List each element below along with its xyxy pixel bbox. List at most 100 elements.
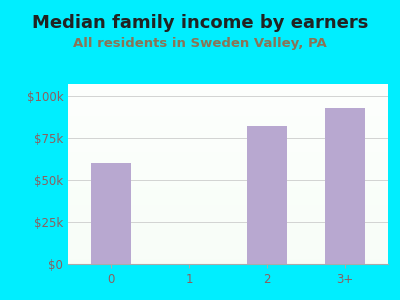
Bar: [68, 178, 388, 179]
Bar: [68, 122, 388, 124]
Bar: [68, 242, 388, 244]
Bar: [68, 136, 388, 138]
Bar: [68, 219, 388, 221]
Bar: [68, 248, 388, 250]
Bar: [68, 133, 388, 134]
Bar: [68, 235, 388, 237]
Bar: [68, 86, 388, 88]
Bar: [68, 142, 388, 143]
Bar: [91, 163, 131, 264]
Bar: [68, 203, 388, 205]
Bar: [68, 156, 388, 158]
Bar: [68, 93, 388, 95]
Bar: [68, 205, 388, 206]
Bar: [68, 246, 388, 248]
Bar: [68, 115, 388, 116]
Bar: [68, 88, 388, 89]
Bar: [68, 100, 388, 102]
Bar: [68, 224, 388, 226]
Bar: [68, 104, 388, 106]
Bar: [68, 226, 388, 228]
Bar: [68, 172, 388, 174]
Bar: [68, 199, 388, 201]
Bar: [68, 107, 388, 109]
Bar: [68, 228, 388, 230]
Bar: [68, 251, 388, 253]
Bar: [68, 257, 388, 259]
Bar: [68, 185, 388, 187]
Bar: [68, 143, 388, 145]
Bar: [68, 176, 388, 178]
Bar: [68, 194, 388, 196]
Bar: [68, 158, 388, 160]
Bar: [68, 95, 388, 97]
Bar: [68, 230, 388, 232]
Bar: [68, 138, 388, 140]
Bar: [68, 111, 388, 113]
Bar: [68, 214, 388, 215]
Bar: [68, 237, 388, 239]
Bar: [68, 124, 388, 125]
Bar: [68, 260, 388, 262]
Bar: [68, 196, 388, 197]
Bar: [68, 223, 388, 224]
Text: All residents in Sweden Valley, PA: All residents in Sweden Valley, PA: [73, 38, 327, 50]
Bar: [68, 197, 388, 199]
Bar: [68, 221, 388, 223]
Bar: [68, 253, 388, 255]
Bar: [68, 187, 388, 188]
Bar: [68, 147, 388, 149]
Bar: [68, 190, 388, 192]
Bar: [68, 179, 388, 181]
Bar: [68, 163, 388, 165]
Bar: [68, 160, 388, 161]
Bar: [68, 149, 388, 151]
Bar: [68, 151, 388, 152]
Bar: [68, 152, 388, 154]
Bar: [68, 154, 388, 156]
Bar: [68, 91, 388, 93]
Bar: [68, 98, 388, 100]
Bar: [68, 116, 388, 118]
Bar: [68, 167, 388, 169]
Bar: [68, 208, 388, 210]
Bar: [68, 210, 388, 212]
Bar: [68, 244, 388, 246]
Bar: [68, 97, 388, 98]
Bar: [68, 233, 388, 235]
Bar: [68, 127, 388, 129]
Bar: [68, 118, 388, 120]
Bar: [68, 89, 388, 91]
Bar: [68, 170, 388, 172]
Bar: [68, 120, 388, 122]
Bar: [68, 262, 388, 264]
Bar: [68, 250, 388, 251]
Bar: [68, 212, 388, 214]
Bar: [68, 232, 388, 233]
Bar: [68, 255, 388, 257]
Bar: [68, 215, 388, 217]
Bar: [68, 201, 388, 203]
Bar: [68, 206, 388, 208]
Bar: [68, 165, 388, 167]
Bar: [68, 113, 388, 115]
Bar: [68, 174, 388, 176]
Bar: [68, 188, 388, 190]
Bar: [68, 183, 388, 185]
Bar: [68, 169, 388, 170]
Bar: [68, 140, 388, 142]
Bar: [68, 217, 388, 219]
Bar: [68, 239, 388, 241]
Bar: [68, 161, 388, 163]
Text: Median family income by earners: Median family income by earners: [32, 14, 368, 32]
Bar: [68, 192, 388, 194]
Bar: [68, 241, 388, 242]
Bar: [68, 109, 388, 111]
Bar: [68, 102, 388, 104]
Bar: [325, 108, 365, 264]
Bar: [68, 125, 388, 127]
Bar: [68, 134, 388, 136]
Bar: [247, 126, 287, 264]
Bar: [68, 145, 388, 147]
Bar: [68, 106, 388, 107]
